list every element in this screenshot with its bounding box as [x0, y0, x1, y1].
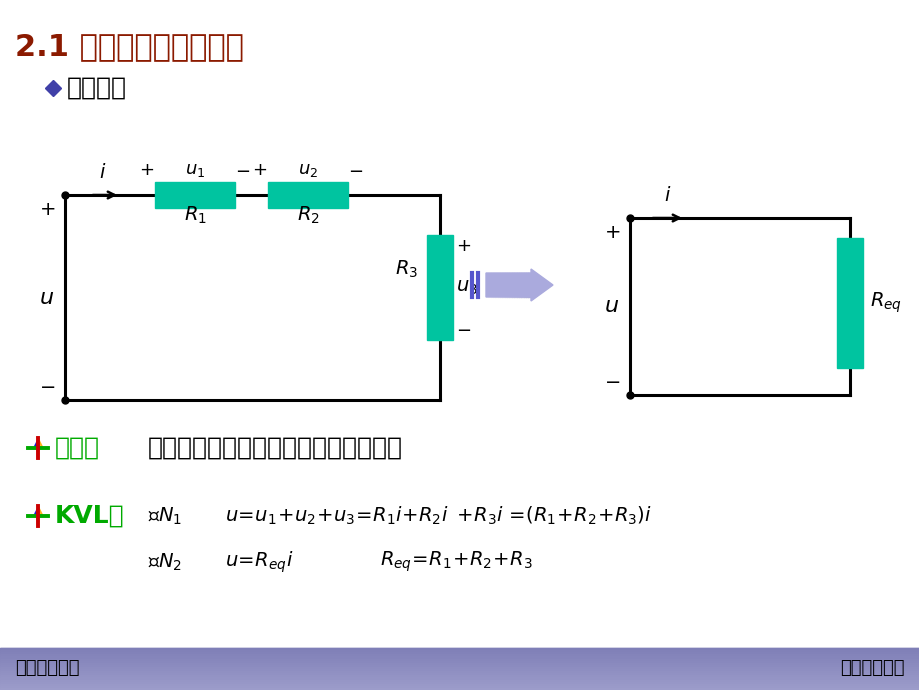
Text: 电阵串联: 电阵串联 [67, 76, 127, 100]
Text: $+$: $+$ [140, 161, 154, 179]
Text: $u\!=\!u_1\!+\!u_2\!+\!u_3\!=\!R_1i\!+\!R_2i\ +\!R_3i\ \!=\!(R_1\!+\!R_2\!+\!R_3: $u\!=\!u_1\!+\!u_2\!+\!u_3\!=\!R_1i\!+\!… [225, 505, 652, 527]
Text: $u_2$: $u_2$ [298, 161, 318, 179]
Text: KVL：: KVL： [55, 504, 124, 528]
Text: $u_1$: $u_1$ [185, 161, 205, 179]
Text: $-$: $-$ [603, 371, 619, 390]
Bar [0, 676, 919, 678]
Polygon shape [38, 438, 43, 448]
Bar [154, 182, 234, 208]
Bar [0, 667, 919, 669]
Bar [0, 688, 919, 690]
Bar [0, 664, 919, 667]
Text: 特征：: 特征： [55, 436, 100, 460]
Text: $u$: $u$ [604, 297, 618, 317]
Bar [0, 650, 919, 652]
Text: $+$: $+$ [456, 237, 471, 255]
Text: $u$: $u$ [40, 288, 54, 308]
Bar [0, 656, 919, 658]
Polygon shape [33, 438, 38, 448]
Text: $-$: $-$ [235, 161, 250, 179]
Bar [0, 660, 919, 663]
FancyArrow shape [485, 269, 552, 301]
Text: $-$: $-$ [456, 320, 471, 338]
Bar [0, 682, 919, 684]
Polygon shape [38, 506, 43, 516]
Text: $R_{eq}\!=\!R_1\!+\!R_2\!+\!R_3$: $R_{eq}\!=\!R_1\!+\!R_2\!+\!R_3$ [380, 550, 532, 574]
Text: 2.1 二端网络与等效变换: 2.1 二端网络与等效变换 [15, 32, 244, 61]
Bar [0, 686, 919, 688]
Text: $u_3$: $u_3$ [456, 278, 477, 297]
Text: $u\!=\!R_{eq}i$: $u\!=\!R_{eq}i$ [225, 549, 293, 575]
Bar [0, 662, 919, 665]
Bar [267, 182, 347, 208]
Text: $R_3$: $R_3$ [394, 259, 417, 280]
Text: $+$: $+$ [603, 223, 619, 242]
Text: $R_1$: $R_1$ [183, 205, 206, 226]
Bar [0, 669, 919, 671]
Bar [0, 648, 919, 690]
Bar [0, 671, 919, 673]
Text: $R_{eq}$: $R_{eq}$ [869, 290, 902, 315]
Bar [836, 238, 862, 368]
Bar [426, 235, 452, 340]
Text: $+$: $+$ [39, 200, 55, 219]
Bar [0, 673, 919, 676]
Bar [0, 680, 919, 682]
Text: $-$: $-$ [348, 161, 363, 179]
Text: 电工技术基础: 电工技术基础 [15, 659, 79, 677]
Bar [0, 652, 919, 654]
Text: $i$: $i$ [664, 186, 671, 205]
Text: 对$N_1$: 对$N_1$ [148, 505, 182, 526]
Bar [0, 654, 919, 656]
Text: $+$: $+$ [252, 161, 267, 179]
Polygon shape [33, 506, 38, 516]
Text: 对$N_2$: 对$N_2$ [148, 551, 182, 573]
Bar [0, 658, 919, 661]
Text: 南京理工大学: 南京理工大学 [840, 659, 904, 677]
Text: $-$: $-$ [39, 376, 55, 395]
Bar [0, 684, 919, 686]
Text: $R_2$: $R_2$ [296, 205, 319, 226]
Bar [0, 648, 919, 650]
Text: 流过同一电流（用于判断是否为串联）: 流过同一电流（用于判断是否为串联） [148, 436, 403, 460]
Text: $i$: $i$ [99, 163, 107, 182]
Bar [0, 678, 919, 680]
